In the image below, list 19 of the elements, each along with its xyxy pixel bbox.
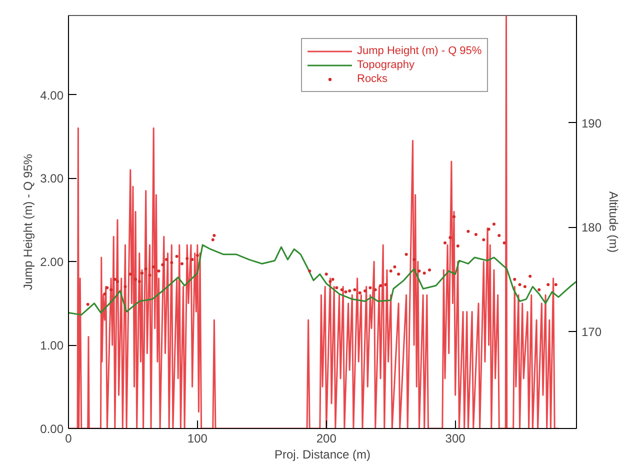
y2-tick-label: 170 — [582, 325, 602, 340]
y-tick-label: 1.00 — [40, 338, 64, 353]
legend-label: Rocks — [357, 72, 388, 86]
y-tick-label: 3.00 — [40, 172, 64, 186]
x-tick-label: 100 — [187, 432, 208, 446]
x-tick-label: 300 — [445, 432, 466, 446]
x-tick-label: 200 — [316, 432, 337, 446]
legend-label: Jump Height (m) - Q 95% — [357, 44, 482, 58]
y-tick-label: 0.00 — [40, 422, 64, 436]
line-series — [68, 244, 576, 316]
y2-tick-label: 180 — [582, 220, 602, 235]
y-tick-label: 4.00 — [40, 88, 64, 102]
y2-axis-title: Altitude (m) — [606, 191, 621, 253]
legend-label: Topography — [357, 58, 414, 72]
y-axis-title: Jump Height (m) - Q 95% — [21, 154, 36, 290]
y-tick-label: 2.00 — [40, 255, 64, 270]
x-tick-label: 0 — [65, 432, 72, 446]
x-axis-title: Proj. Distance (m) — [274, 448, 371, 462]
y2-tick-label: 190 — [582, 116, 602, 130]
